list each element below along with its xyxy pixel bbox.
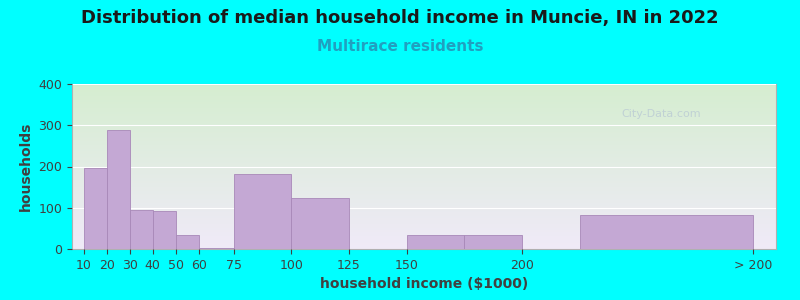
Text: Distribution of median household income in Muncie, IN in 2022: Distribution of median household income …: [81, 9, 719, 27]
X-axis label: household income ($1000): household income ($1000): [320, 277, 528, 291]
Bar: [176, 236, 199, 249]
Bar: [130, 210, 153, 249]
Bar: [464, 236, 522, 249]
Bar: [580, 215, 753, 249]
Text: Multirace residents: Multirace residents: [317, 39, 483, 54]
Bar: [234, 173, 291, 249]
Bar: [106, 130, 130, 249]
Bar: [153, 211, 176, 249]
Bar: [199, 248, 234, 249]
Text: City-Data.com: City-Data.com: [621, 109, 701, 119]
Y-axis label: households: households: [19, 122, 33, 211]
Bar: [406, 236, 464, 249]
Bar: [83, 168, 106, 249]
Bar: [291, 198, 349, 249]
